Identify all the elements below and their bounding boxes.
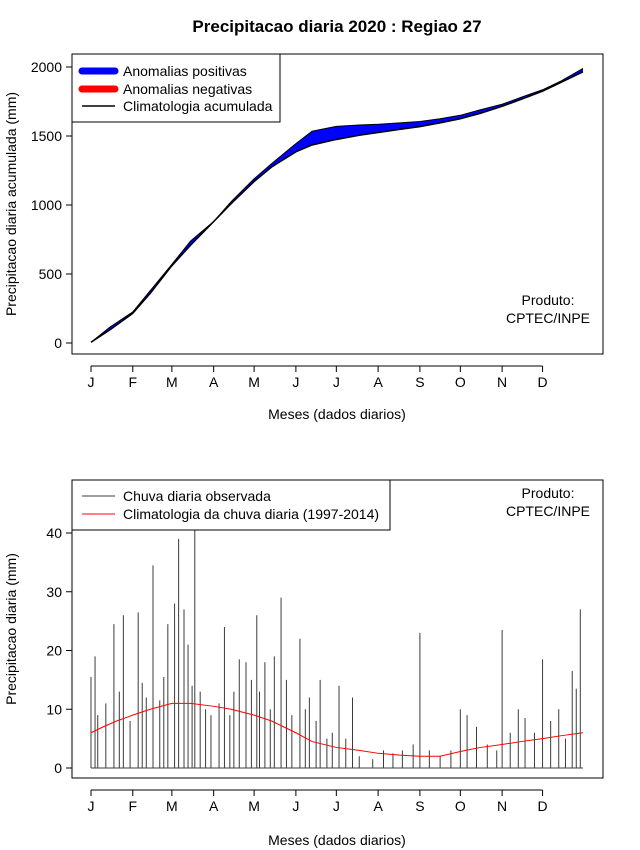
y-tick-label: 10	[46, 701, 62, 717]
y-tick-label: 1500	[31, 128, 62, 144]
product-label: Produto:	[522, 292, 575, 308]
daily-climatology-line	[90, 702, 584, 757]
y-tick-label: 40	[46, 525, 62, 541]
x-tick-label: J	[88, 374, 95, 390]
daily-legend-box	[71, 479, 391, 531]
daily-climatology	[90, 702, 584, 757]
legend-observed-label: Chuva diaria observada	[123, 488, 271, 504]
x-tick-label: J	[333, 374, 340, 390]
x-tick-label: M	[248, 374, 260, 390]
x-tick-label: J	[333, 798, 340, 814]
cumulative-lines	[90, 67, 584, 343]
x-tick-label: M	[166, 374, 178, 390]
x-tick-label: J	[88, 798, 95, 814]
product-source: CPTEC/INPE	[506, 310, 590, 326]
x-tick-label: O	[455, 374, 466, 390]
cumulative-y-axis: 0 500 1000 1500 2000	[31, 59, 72, 351]
y-tick-label: 20	[46, 643, 62, 659]
y-tick-label: 0	[54, 760, 62, 776]
daily-y-label: Precipitacao diaria (mm)	[3, 553, 19, 705]
observed-cumulative-line	[90, 67, 584, 343]
x-tick-label: M	[248, 798, 260, 814]
x-tick-label: D	[537, 374, 547, 390]
cumulative-x-label: Meses (dados diarios)	[268, 406, 406, 422]
daily-legend: Chuva diaria observada Climatologia da c…	[71, 479, 391, 531]
x-tick-label: S	[415, 798, 424, 814]
cumulative-legend: Anomalias positivas Anomalias negativas …	[71, 53, 281, 123]
x-tick-label: S	[415, 374, 424, 390]
y-tick-label: 2000	[31, 59, 62, 75]
daily-rain-bars	[90, 521, 583, 769]
product-source-bottom: CPTEC/INPE	[506, 503, 590, 519]
y-tick-label: 0	[54, 335, 62, 351]
cumulative-y-label: Precipitacao diaria acumulada (mm)	[3, 92, 19, 316]
chart-title: Precipitacao diaria 2020 : Regiao 27	[192, 17, 481, 36]
legend-climatology-label: Climatologia acumulada	[123, 98, 273, 114]
daily-x-label: Meses (dados diarios)	[268, 832, 406, 848]
x-tick-label: A	[209, 374, 219, 390]
x-tick-label: F	[129, 798, 138, 814]
y-tick-label: 30	[46, 584, 62, 600]
x-tick-label: J	[292, 374, 299, 390]
y-tick-label: 500	[39, 266, 63, 282]
legend-negative-label: Anomalias negativas	[123, 81, 252, 97]
daily-y-axis: 0 10 20 30 40	[46, 525, 72, 776]
product-label-bottom: Produto:	[522, 485, 575, 501]
x-tick-label: N	[497, 798, 507, 814]
x-tick-label: O	[455, 798, 466, 814]
y-tick-label: 1000	[31, 197, 62, 213]
cumulative-panel: 0 500 1000 1500 2000 J F M A M J J A S O N D Meses (dad…	[3, 53, 604, 422]
x-tick-label: N	[497, 374, 507, 390]
legend-daily-climatology-label: Climatologia da chuva diaria (1997-2014)	[123, 506, 379, 522]
legend-positive-label: Anomalias positivas	[123, 63, 247, 79]
x-tick-label: D	[537, 798, 547, 814]
cumulative-plot-frame	[71, 53, 604, 355]
x-tick-label: A	[209, 798, 219, 814]
x-tick-label: J	[292, 798, 299, 814]
climatology-cumulative-line	[90, 71, 584, 343]
x-tick-label: A	[373, 798, 383, 814]
x-tick-label: A	[373, 374, 383, 390]
x-tick-label: M	[166, 798, 178, 814]
daily-panel: 0 10 20 30 40 J F M A M J J A S O N D Meses (dados diar…	[3, 479, 604, 848]
x-tick-label: F	[129, 374, 138, 390]
